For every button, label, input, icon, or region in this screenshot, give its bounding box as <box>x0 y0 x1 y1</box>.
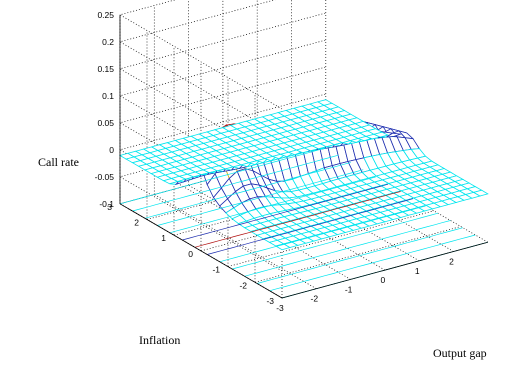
x-axis-label: Output gap <box>433 346 487 360</box>
floor-contour <box>207 198 414 255</box>
output-gap-tick-label: -2 <box>311 294 319 304</box>
floor-contour <box>182 183 389 241</box>
z-tick-label: 0.1 <box>102 91 114 101</box>
z-tick-label: -0.1 <box>99 199 114 209</box>
inflation-tick-label: 1 <box>161 233 166 243</box>
output-gap-tick-label: -3 <box>276 303 284 313</box>
tick-labels: 0.25 0.2 0.15 0.1 0.05 0 -0.05 -0.13 2 1 0 -1 -2 -3-3… <box>95 10 455 313</box>
output-gap-tick-label: -1 <box>345 284 353 294</box>
floor-contour <box>257 227 463 284</box>
floor-contour <box>194 191 401 248</box>
floor-contour <box>144 162 351 219</box>
z-axis-label: Call rate <box>38 155 79 169</box>
y-axis-label: Inflation <box>139 333 181 347</box>
inflation-tick-label: -1 <box>212 265 220 275</box>
inflation-tick-label: 2 <box>134 218 139 228</box>
floor-contour <box>232 212 439 270</box>
axes <box>119 14 488 299</box>
floor-contour <box>132 154 339 212</box>
inflation-tick-label: 3 <box>107 202 112 212</box>
z-tick-label: 0.05 <box>97 118 114 128</box>
floor-contour <box>244 220 451 277</box>
z-tick-label: 0.25 <box>97 10 114 20</box>
floor-contour <box>269 234 476 292</box>
inflation-tick-label: -2 <box>239 280 247 290</box>
floor-contour <box>157 169 364 226</box>
output-gap-tick-label: 2 <box>449 257 454 267</box>
output-gap-tick-label: 0 <box>381 275 386 285</box>
surface-patch <box>472 189 489 197</box>
z-tick-label: 0 <box>109 145 114 155</box>
inflation-tick-label: -3 <box>266 296 274 306</box>
wireframe-surface <box>118 99 489 299</box>
floor-contour <box>119 147 326 205</box>
z-tick-label: -0.05 <box>95 172 115 182</box>
z-tick-label: 0.15 <box>97 64 114 74</box>
floor-contour <box>219 205 426 263</box>
output-gap-tick-label: 1 <box>415 266 420 276</box>
z-tick-label: 0.2 <box>102 37 114 47</box>
floor-contour <box>169 176 376 234</box>
inflation-tick-label: 0 <box>188 249 193 259</box>
